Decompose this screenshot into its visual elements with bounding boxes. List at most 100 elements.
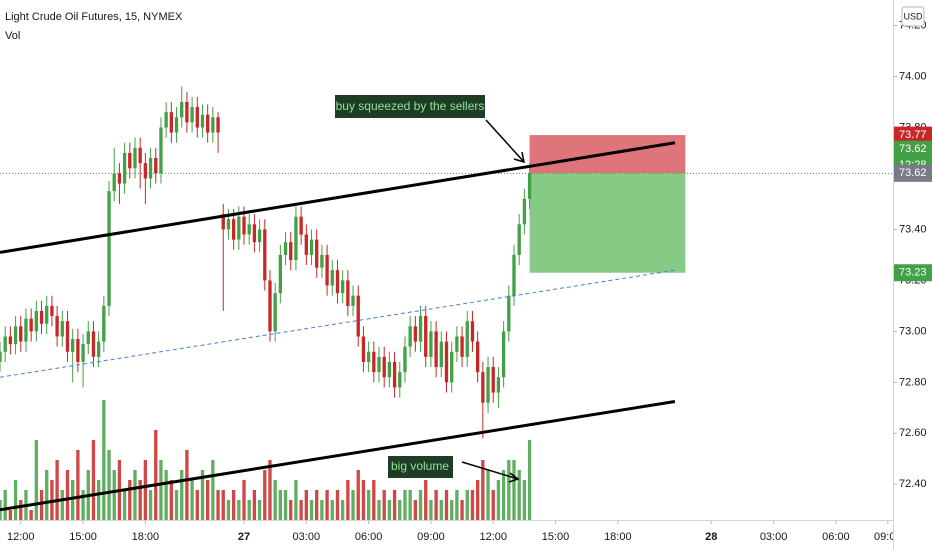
volume-bar: [206, 480, 210, 520]
chart-title: Light Crude Oil Futures, 15, NYMEX: [5, 11, 183, 23]
candle-body: [455, 336, 459, 352]
candle-body: [465, 321, 469, 357]
candle-body: [403, 346, 407, 373]
volume-bar: [382, 490, 386, 520]
annotation-arrow: [461, 461, 519, 480]
volume-bar: [507, 460, 511, 520]
volume-bar: [356, 470, 360, 520]
volume-bar: [289, 500, 293, 520]
price-label-box: [894, 126, 932, 144]
candle-body: [351, 295, 355, 306]
price-label: 73.62: [899, 167, 927, 179]
volume-bar: [403, 490, 407, 520]
candle-body: [96, 341, 101, 357]
candle-body: [273, 293, 277, 332]
candle-body: [330, 270, 334, 286]
x-tick-label: 18:00: [132, 531, 160, 543]
candle-body: [3, 336, 7, 352]
candle-body: [65, 321, 70, 352]
candle-body: [341, 280, 345, 294]
plot-area: [0, 86, 893, 520]
volume-bar: [65, 470, 70, 520]
volume-bar: [133, 470, 137, 520]
volume-bar: [361, 480, 366, 520]
volume-bar: [148, 490, 153, 520]
x-tick-label: 06:00: [822, 531, 850, 543]
candle-body: [356, 295, 360, 337]
target-zone: [529, 173, 686, 273]
candle-body: [413, 326, 418, 342]
candle-body: [154, 158, 158, 174]
volume-bar: [491, 490, 495, 520]
trend-line: [0, 399, 676, 512]
volume-bar: [512, 460, 516, 520]
volume-bar: [486, 470, 490, 520]
x-tick-label: 03:00: [293, 531, 321, 543]
volume-bar: [257, 500, 262, 520]
volume-bar: [304, 490, 308, 520]
candle-body: [283, 242, 288, 255]
volume-bar: [143, 460, 148, 520]
volume-bar: [444, 490, 449, 520]
candle-body: [320, 254, 324, 268]
volume-bar: [268, 460, 272, 520]
volume-bar: [211, 460, 215, 520]
volume-bar: [372, 480, 376, 520]
candle-body: [117, 173, 122, 184]
x-tick-label: 09:00: [874, 531, 902, 543]
candle-body: [76, 339, 80, 362]
volume-bar: [335, 490, 340, 520]
price-label: 73.62: [899, 143, 927, 155]
volume-bar: [39, 490, 44, 520]
volume-bar: [475, 480, 480, 520]
candle-body: [335, 270, 340, 294]
candle-body: [60, 321, 64, 337]
annotation-arrowhead: [508, 472, 520, 483]
annotation-arrow: [485, 119, 525, 163]
volume-bar: [299, 500, 303, 520]
volume-bar: [112, 470, 116, 520]
volume-bar: [138, 480, 142, 520]
candle-body: [527, 173, 532, 199]
candle-body: [180, 101, 184, 118]
y-tick-label: 72.40: [899, 478, 927, 490]
volume-bar: [102, 400, 106, 520]
candle-body: [294, 216, 298, 260]
volume-bar: [387, 500, 392, 520]
x-tick-label: 12:00: [479, 531, 507, 543]
candle-body: [439, 341, 443, 368]
candle-body: [361, 336, 366, 362]
candle-body: [107, 191, 111, 306]
volume-bar: [3, 490, 7, 520]
annotation-arrowhead: [513, 151, 525, 164]
candle-body: [460, 336, 464, 357]
candle-body: [29, 318, 33, 332]
volume-bar: [237, 500, 241, 520]
candle-body: [200, 114, 205, 128]
candle-body: [392, 361, 397, 388]
candle-body: [377, 356, 381, 373]
volume-bar: [164, 470, 168, 520]
volume-bar: [55, 460, 59, 520]
candle-body: [444, 341, 449, 383]
candle-body: [45, 305, 49, 324]
volume-bar: [309, 500, 314, 520]
candle-body: [491, 367, 495, 393]
candle-body: [221, 214, 225, 230]
volume-bar: [19, 500, 23, 520]
volume-bar: [263, 470, 267, 520]
price-label-box: [894, 164, 932, 182]
price-label: 73.23: [899, 267, 927, 279]
volume-bar: [460, 500, 464, 520]
volume-bar: [107, 450, 111, 520]
currency-badge[interactable]: [901, 6, 925, 27]
candle-body: [206, 114, 210, 133]
candle-body: [289, 242, 293, 260]
currency-label[interactable]: USD: [903, 11, 923, 21]
volume-bar: [320, 500, 324, 520]
candle-body: [55, 316, 59, 337]
candle-body: [195, 107, 199, 128]
candle-body: [226, 219, 231, 230]
candle-body: [486, 367, 490, 403]
